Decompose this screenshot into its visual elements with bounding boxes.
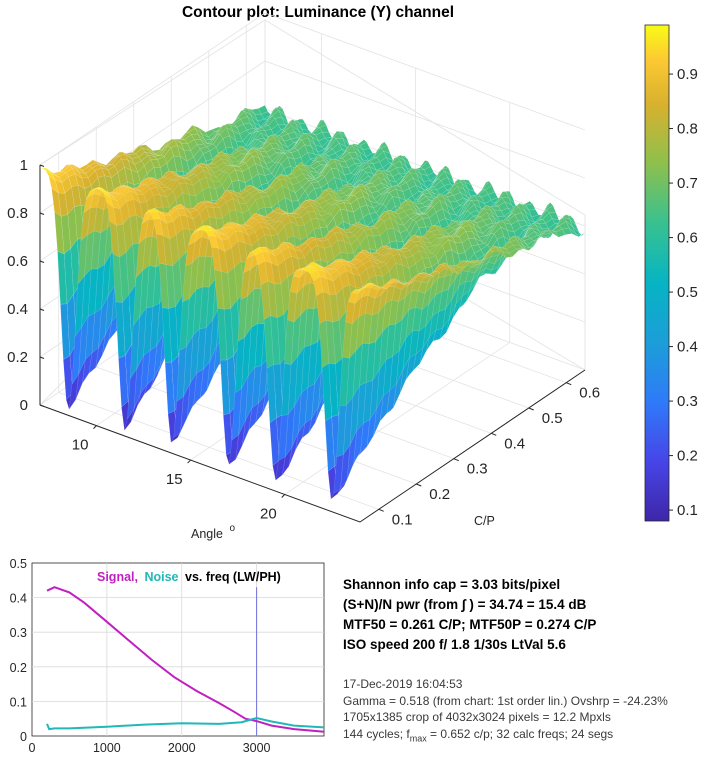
cp-tick-mark — [566, 382, 572, 386]
surface-plot-title: Contour plot: Luminance (Y) channel — [182, 4, 454, 21]
colorbar-tick-label: 0.2 — [677, 448, 698, 465]
z-tick-label: 0.2 — [7, 349, 28, 366]
shannon-capacity: Shannon info cap = 3.03 bits/pixel — [343, 577, 561, 592]
crop-info: 1705x1385 crop of 4032x3024 pixels = 12.… — [343, 710, 611, 724]
cp-tick-mark — [378, 508, 384, 512]
luminance-surface — [39, 105, 586, 500]
z-tick-label: 1 — [20, 157, 28, 174]
angle-tick-mark — [93, 425, 97, 430]
colorbar: 0.1 0.2 0.3 0.4 0.5 0.6 0.7 0.8 0.9 — [644, 24, 698, 522]
angle-tick-mark — [281, 494, 286, 498]
cp-tick-mark — [416, 483, 422, 487]
cp-tick-label: 0.3 — [467, 461, 488, 478]
snr-power: (S+N)/N pwr (from ∫ ) = 34.74 = 15.4 dB — [343, 597, 587, 612]
colorbar-tick-label: 0.9 — [677, 66, 698, 83]
cycles-info: 144 cycles; fmax = 0.652 c/p; 32 calc fr… — [343, 726, 614, 743]
sn-x-tick-label: 3000 — [243, 741, 271, 755]
timestamp: 17-Dec-2019 16:04:53 — [343, 677, 463, 691]
z-tick-label: 0.8 — [7, 205, 28, 222]
colorbar-tick-label: 0.7 — [677, 175, 698, 192]
cp-tick-mark — [491, 432, 497, 436]
gamma-info: Gamma = 0.518 (from chart: 1st order lin… — [343, 693, 668, 708]
colorbar-tick-label: 0.6 — [677, 230, 698, 247]
surface-face — [542, 229, 553, 233]
surface-plot: Contour plot: Luminance (Y) channel 0 0.2… — [7, 4, 600, 541]
colorbar-tick-label: 0.8 — [677, 121, 698, 138]
cp-tick-label: 0.1 — [392, 511, 413, 528]
cp-axis-label: C/P — [474, 514, 495, 528]
angle-axis-label: Angle o — [191, 523, 235, 541]
angle-tick-mark — [187, 459, 191, 464]
angle-tick-label: 15 — [166, 471, 183, 488]
sn-x-tick-label: 2000 — [168, 741, 196, 755]
sn-y-tick-label: 0.4 — [10, 592, 27, 606]
z-tick-mark — [39, 404, 45, 407]
cp-tick-label: 0.5 — [542, 410, 563, 427]
sn-y-tick-label: 0.3 — [10, 626, 27, 640]
angle-axis-ticks: 10 15 20 — [72, 425, 286, 522]
colorbar-gradient — [644, 24, 670, 522]
noise-legend-label: Noise — [144, 570, 178, 584]
z-tick-label: 0.4 — [7, 301, 28, 318]
colorbar-tick-label: 0.5 — [677, 284, 698, 301]
surface-face — [429, 271, 440, 277]
info-panel: Shannon info cap = 3.03 bits/pixel (S+N)… — [343, 575, 596, 655]
colorbar-ticks: 0.1 0.2 0.3 0.4 0.5 0.6 0.7 0.8 0.9 — [669, 66, 698, 519]
z-tick-label: 0 — [20, 397, 28, 414]
floor-edge-front — [39, 369, 586, 523]
sn-x-tick-label: 1000 — [93, 741, 121, 755]
colorbar-tick-label: 0.1 — [677, 502, 698, 519]
sn-y-tick-label: 0.5 — [10, 557, 27, 571]
surface-face — [548, 229, 559, 238]
angle-tick-label: 20 — [260, 505, 277, 522]
sn-y-tick-label: 0 — [20, 730, 27, 744]
cp-tick-label: 0.4 — [504, 435, 525, 452]
signal-noise-axes — [31, 562, 325, 737]
info-details: 17-Dec-2019 16:04:53 Gamma = 0.518 (from… — [343, 676, 668, 746]
cp-tick-label: 0.6 — [579, 385, 600, 402]
mtf50-values: MTF50 = 0.261 C/P; MTF50P = 0.274 C/P — [343, 617, 597, 632]
cp-tick-label: 0.2 — [429, 486, 450, 503]
cp-tick-mark — [453, 458, 459, 462]
colorbar-tick-label: 0.3 — [677, 393, 698, 410]
sn-y-tick-label: 0.2 — [10, 661, 27, 675]
z-axis-ticks: 0 0.2 0.4 0.6 0.8 1 — [7, 157, 45, 414]
angle-tick-label: 10 — [72, 437, 89, 454]
cp-tick-mark — [528, 407, 534, 411]
exposure-settings: ISO speed 200 f/ 1.8 1/30s LtVal 5.6 — [343, 637, 566, 652]
surface-face — [555, 229, 566, 238]
z-tick-label: 0.6 — [7, 253, 28, 270]
signal-noise-title: Signal, Noise vs. freq (LW/PH) — [97, 570, 281, 584]
signal-legend-label: Signal, — [97, 570, 138, 584]
sn-x-tick-label: 0 — [29, 741, 36, 755]
signal-noise-chart: 0 0.1 0.2 0.3 0.4 0.5 0 1000 2000 3000 Signal, No… — [10, 557, 325, 755]
sn-y-tick-label: 0.1 — [10, 695, 27, 709]
colorbar-tick-label: 0.4 — [677, 339, 698, 356]
